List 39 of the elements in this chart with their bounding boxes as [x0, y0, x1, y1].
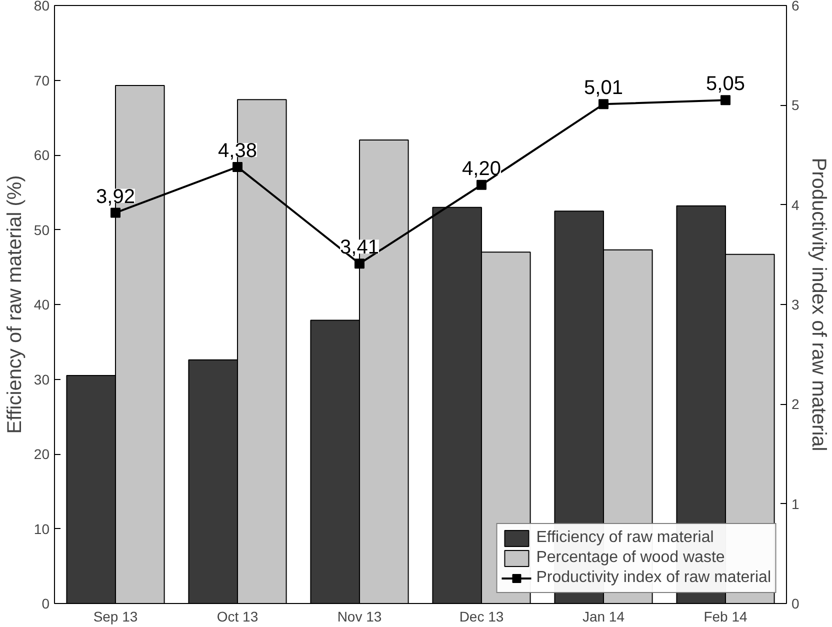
y-tick-label: 40: [34, 296, 50, 312]
data-label: 5,01: [584, 77, 623, 100]
point: [354, 258, 364, 269]
y-tick-label: 80: [34, 0, 50, 14]
data-label: 5,05: [706, 73, 745, 96]
y-tick-label: 10: [34, 520, 50, 537]
y2-tick-label: 6: [792, 0, 800, 14]
x-tick-label: Dec 13: [459, 608, 504, 624]
y2-tick-label: 1: [792, 496, 800, 512]
y-tick-label: 60: [34, 147, 50, 163]
y-tick-label: 50: [34, 222, 50, 238]
point: [476, 180, 486, 190]
data-label: 3,92: [96, 186, 135, 208]
y2-tick-label: 4: [792, 196, 800, 213]
data-label: 3,41: [340, 236, 379, 259]
point: [110, 208, 120, 218]
data-label: 4,20: [462, 158, 501, 180]
x-tick-label: Jan 14: [582, 608, 625, 624]
y2-tick-label: 3: [792, 296, 800, 312]
y2-axis-title: Productivity index of raw material: [807, 158, 830, 452]
point: [232, 162, 242, 172]
y-tick-label: 20: [34, 446, 50, 462]
y2-tick-label: 0: [792, 596, 800, 612]
x-tick-label: Feb 14: [704, 608, 748, 624]
x-tick-label: Oct 13: [216, 608, 258, 624]
x-tick-label: Nov 13: [337, 608, 382, 624]
point: [720, 95, 730, 106]
data-label: 4,38: [218, 140, 257, 162]
x-tick-label: Sep 13: [93, 608, 138, 624]
y2-tick-label: 2: [792, 396, 800, 412]
legend-label: Percentage of wood waste: [536, 549, 725, 567]
legend-label: Efficiency of raw material: [536, 529, 714, 547]
y-axis-title: Efficiency of raw material (%): [4, 175, 26, 434]
y-tick-label: 70: [34, 72, 50, 88]
point: [598, 99, 608, 110]
legend-label: Productivity index of raw material: [536, 569, 771, 587]
y-tick-label: 30: [34, 371, 50, 388]
y-tick-label: 0: [42, 596, 50, 612]
y2-tick-label: 5: [792, 97, 800, 114]
